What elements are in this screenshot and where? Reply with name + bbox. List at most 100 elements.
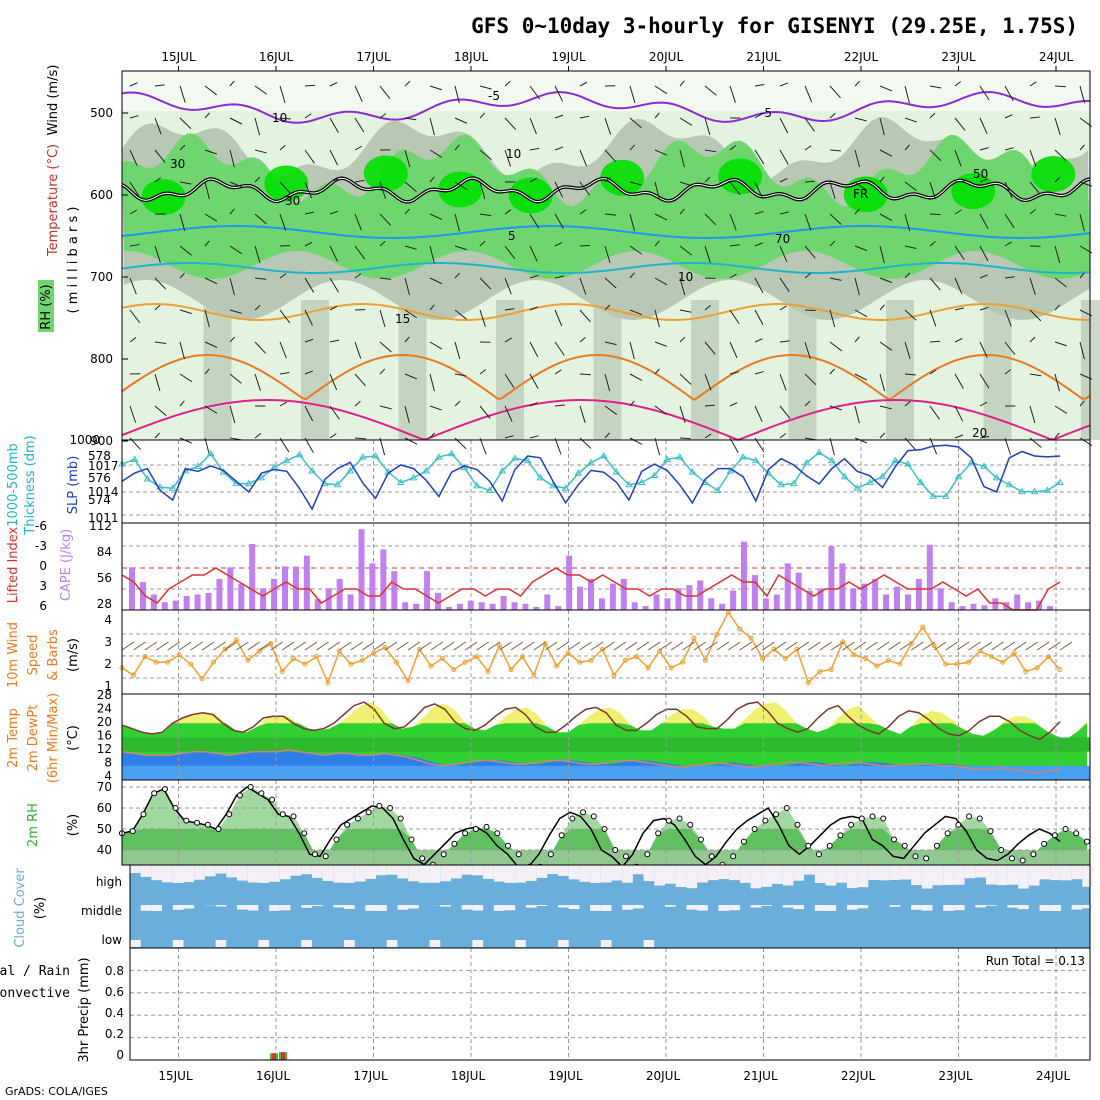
wind-barb [442, 641, 455, 651]
wind-barb [1036, 641, 1050, 651]
rh-column [496, 300, 524, 440]
wind-barb [304, 149, 315, 164]
contour-label: 30 [285, 194, 300, 208]
cape-bar [227, 567, 234, 610]
wind-barb [254, 433, 262, 439]
mid-cloud-gap [986, 905, 997, 906]
cape-bar [642, 606, 649, 610]
high-cloud-gap [151, 865, 163, 881]
wind-barb [679, 373, 692, 385]
wind-barb [579, 209, 587, 215]
rh-point [547, 851, 554, 858]
high-cloud-gap [194, 865, 205, 880]
wind-barb [1054, 149, 1067, 161]
rh-point [612, 847, 619, 853]
wind-barb [729, 273, 737, 279]
wind-barb [779, 433, 787, 439]
wind-barb [739, 641, 752, 651]
data-point [295, 450, 304, 458]
precip-tick: 0.6 [105, 985, 124, 999]
rh-point [805, 842, 812, 849]
mid-cloud-gap [846, 905, 858, 910]
wind-barb [529, 341, 539, 358]
wind-barb [779, 340, 790, 343]
wind-barb [754, 371, 764, 375]
wind-barb [865, 641, 878, 651]
low-cloud-gap [600, 940, 612, 947]
rh-column [301, 300, 329, 440]
rh-tick: 60 [97, 801, 112, 815]
rh-point [312, 851, 318, 858]
wind-barb [679, 181, 692, 187]
wind-barb [829, 368, 835, 375]
wind-barb [854, 277, 860, 296]
high-cloud-gap [408, 865, 419, 882]
slp-tick: 1017 [88, 459, 119, 473]
rh-point [1051, 832, 1058, 839]
data-point [916, 478, 925, 485]
cape-tick: 84 [97, 545, 112, 559]
date-label-top: 16JUL [259, 50, 294, 64]
wind-barb [879, 432, 886, 439]
rh-point [258, 790, 265, 797]
mid-cloud-gap [376, 905, 387, 911]
rh-fill-base [122, 850, 1090, 865]
wind-point [714, 632, 720, 637]
wind-barb [729, 371, 739, 375]
high-cloud-gap [558, 865, 569, 876]
wind-barb [304, 84, 315, 87]
cape-bar [194, 594, 201, 610]
wind-barb [396, 641, 409, 651]
cape-bar [741, 541, 747, 610]
wind-barb [404, 117, 417, 121]
wind-barb [404, 208, 411, 215]
thickness-label-2: Thickness (dm) [23, 435, 38, 535]
wind-barb [754, 277, 764, 294]
cape-bar [314, 599, 321, 610]
rh-point [376, 802, 383, 809]
data-point [409, 473, 418, 481]
mid-cloud-gap [953, 905, 965, 911]
cape-bar [970, 603, 977, 610]
rh-point [247, 784, 254, 790]
wind-point [817, 669, 823, 674]
wind-barb [682, 641, 695, 651]
wind-barb [454, 117, 468, 124]
wind-axis-label: Wind (m/s) [46, 65, 61, 136]
mid-cloud-gap [237, 905, 248, 910]
mid-cloud-gap [697, 905, 708, 911]
wind-barb [504, 308, 515, 311]
wind-barb [144, 641, 158, 651]
data-point [498, 466, 507, 474]
wind-label-4: (m/s) [66, 638, 81, 672]
wind-barb [204, 437, 210, 456]
rh-point [290, 813, 297, 820]
wind-barb [454, 144, 460, 151]
wind-barb [904, 181, 917, 192]
wind-barb [804, 400, 811, 407]
cape-bar [271, 578, 278, 610]
wind-barb [879, 373, 886, 392]
wind-barb [829, 437, 835, 456]
rh-point [869, 813, 876, 820]
date-label-top: 20JUL [649, 50, 684, 64]
lifted-index-line [121, 567, 1061, 611]
wind-barb [179, 272, 185, 279]
wind-barb [204, 240, 210, 247]
wind-point [394, 659, 400, 665]
wind-barb [704, 149, 717, 153]
wind-barb [254, 176, 261, 183]
cape-bar [249, 543, 256, 610]
high-cloud-gap [953, 865, 965, 885]
wind-point [645, 665, 651, 671]
rh-point [408, 836, 415, 843]
wind-barb [154, 84, 165, 87]
wind-barb [454, 245, 467, 251]
cape-bar [238, 583, 245, 610]
wind-barb [693, 641, 707, 651]
wind-point [885, 657, 891, 663]
wind-point [691, 635, 697, 641]
rh-point [891, 836, 897, 843]
data-point [675, 453, 684, 460]
rh-point [966, 813, 973, 820]
